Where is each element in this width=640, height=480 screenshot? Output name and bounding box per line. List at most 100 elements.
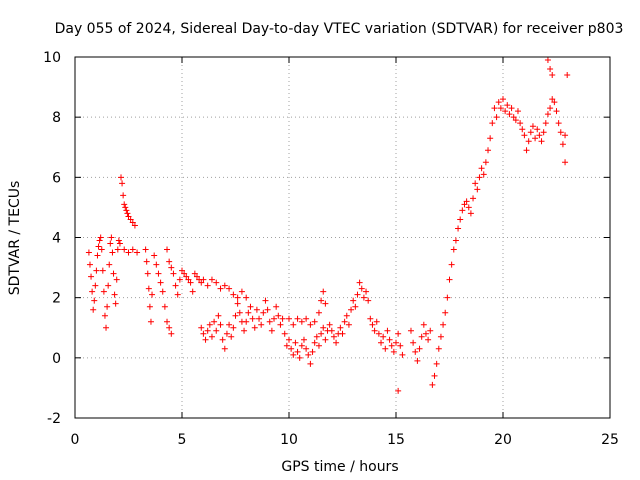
data-point bbox=[455, 225, 462, 232]
data-point bbox=[352, 303, 359, 310]
data-point bbox=[378, 339, 385, 346]
data-point bbox=[157, 279, 164, 286]
data-point bbox=[384, 327, 391, 334]
data-point bbox=[113, 276, 120, 283]
data-point bbox=[549, 72, 556, 79]
data-point bbox=[414, 357, 421, 364]
data-point bbox=[264, 306, 271, 313]
data-point bbox=[395, 330, 402, 337]
data-point bbox=[318, 330, 325, 337]
data-point bbox=[375, 330, 382, 337]
data-point bbox=[562, 159, 569, 166]
y-tick-label: 0 bbox=[52, 351, 61, 367]
data-point bbox=[228, 333, 235, 340]
data-point bbox=[365, 297, 372, 304]
data-point bbox=[253, 306, 260, 313]
data-point bbox=[279, 315, 286, 322]
data-point bbox=[290, 321, 297, 328]
data-point bbox=[288, 345, 295, 352]
x-axis-title: GPS time / hours bbox=[281, 459, 398, 475]
data-point bbox=[450, 246, 457, 253]
data-point bbox=[166, 258, 173, 265]
data-point bbox=[480, 171, 487, 178]
data-point bbox=[296, 354, 303, 361]
data-point bbox=[523, 147, 530, 154]
data-point bbox=[356, 279, 363, 286]
data-point bbox=[311, 318, 318, 325]
data-point bbox=[429, 381, 436, 388]
data-point bbox=[562, 132, 569, 139]
data-point bbox=[318, 297, 325, 304]
data-point bbox=[397, 342, 404, 349]
data-point bbox=[121, 246, 128, 253]
data-point bbox=[489, 120, 496, 127]
data-point bbox=[187, 279, 194, 286]
data-point bbox=[281, 330, 288, 337]
data-point bbox=[174, 291, 181, 298]
data-point bbox=[354, 291, 361, 298]
data-point bbox=[268, 327, 275, 334]
data-point bbox=[380, 333, 387, 340]
data-point bbox=[320, 324, 327, 331]
data-point bbox=[147, 318, 154, 325]
data-point bbox=[104, 303, 111, 310]
data-point bbox=[115, 237, 122, 244]
data-point bbox=[322, 336, 329, 343]
data-point bbox=[457, 216, 464, 223]
data-point bbox=[500, 96, 506, 103]
data-point bbox=[86, 261, 93, 268]
data-point bbox=[93, 267, 100, 274]
data-point bbox=[151, 252, 158, 259]
data-point bbox=[159, 288, 166, 295]
data-point bbox=[290, 351, 297, 358]
data-point bbox=[99, 267, 106, 274]
data-point bbox=[303, 315, 310, 322]
data-point bbox=[85, 249, 92, 256]
data-point bbox=[243, 318, 250, 325]
x-tick-label: 5 bbox=[178, 432, 187, 448]
y-tick-label: -2 bbox=[47, 411, 61, 427]
y-tick-labels: -2 0 2 4 6 8 10 bbox=[43, 50, 61, 427]
data-point bbox=[262, 297, 269, 304]
data-point bbox=[416, 345, 423, 352]
data-point bbox=[107, 240, 114, 247]
data-point bbox=[89, 288, 96, 295]
data-point bbox=[412, 348, 419, 355]
data-point bbox=[478, 165, 485, 172]
data-point bbox=[470, 195, 477, 202]
data-point bbox=[123, 207, 130, 214]
data-point bbox=[112, 300, 119, 307]
data-point bbox=[367, 315, 374, 322]
data-point bbox=[103, 324, 110, 331]
data-point bbox=[497, 105, 504, 112]
data-point bbox=[243, 294, 250, 301]
data-point bbox=[328, 327, 335, 334]
y-tick-label: 2 bbox=[52, 291, 61, 307]
data-point bbox=[260, 309, 267, 316]
data-point bbox=[129, 219, 136, 226]
data-point bbox=[200, 330, 207, 337]
data-point bbox=[388, 342, 395, 349]
data-point bbox=[371, 327, 378, 334]
data-point bbox=[286, 336, 292, 343]
chart-title: Day 055 of 2024, Sidereal Day-to-day VTE… bbox=[55, 21, 624, 37]
data-point bbox=[92, 282, 99, 289]
data-point bbox=[101, 312, 108, 319]
y-tick-label: 6 bbox=[52, 170, 61, 186]
data-point bbox=[549, 96, 556, 103]
data-point bbox=[134, 249, 141, 256]
data-point bbox=[459, 207, 466, 214]
data-point bbox=[198, 279, 205, 286]
data-point bbox=[555, 120, 562, 127]
data-point bbox=[315, 309, 322, 316]
data-point bbox=[547, 66, 554, 73]
data-point bbox=[143, 258, 150, 265]
data-point bbox=[208, 333, 215, 340]
data-point bbox=[124, 210, 131, 217]
data-point bbox=[271, 315, 278, 322]
data-point bbox=[172, 282, 179, 289]
data-point bbox=[217, 285, 224, 292]
data-point bbox=[435, 345, 442, 352]
data-point bbox=[109, 249, 116, 256]
data-point bbox=[309, 348, 316, 355]
